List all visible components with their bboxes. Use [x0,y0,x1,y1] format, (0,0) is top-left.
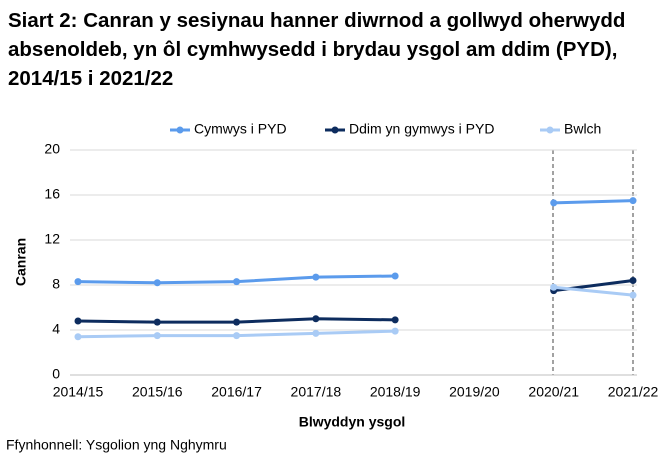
data-point [233,332,241,340]
y-axis-title: Canran [13,238,29,286]
data-point [312,273,320,281]
source: Ffynhonnell: Ysgolion yng Nghymru [6,437,227,453]
y-tick-label: 20 [44,141,60,157]
data-point [550,199,558,207]
legend-marker [331,126,339,134]
data-point [74,333,82,341]
x-tick-label: 2015/16 [132,384,183,400]
series-line [77,199,634,285]
data-point [74,317,82,325]
data-point [629,277,637,284]
chart-title: Siart 2: Canran y sesiynau hanner diwrno… [8,9,626,90]
data-point [233,318,241,326]
x-tick-label: 2016/17 [211,384,262,400]
y-tick-label: 0 [52,366,60,382]
x-axis-title: Blwyddyn ysgol [299,414,406,430]
legend-label: Ddim yn gymwys i PYD [349,121,494,137]
data-point [153,318,161,326]
x-tick-label: 2021/22 [608,384,659,400]
data-point [153,332,161,340]
x-tick-label: 2014/15 [53,384,104,400]
data-point [312,329,320,337]
data-point [153,279,161,287]
legend-label: Bwlch [564,121,601,137]
legend-marker [546,126,554,134]
x-tick-label: 2017/18 [291,384,342,400]
y-tick-label: 12 [44,231,60,247]
data-point [312,315,320,323]
series-line [77,279,634,324]
data-point [233,278,241,286]
y-tick-label: 4 [52,321,60,337]
data-point [74,278,82,286]
data-point [391,327,399,335]
data-point [629,291,637,299]
data-point [550,283,558,291]
legend-label: Cymwys i PYD [194,121,287,137]
data-point [391,272,399,280]
legend-marker [176,126,184,134]
y-tick-label: 8 [52,276,60,292]
series-line [77,285,634,339]
x-tick-label: 2018/19 [370,384,421,400]
y-tick-label: 16 [44,186,60,202]
data-point [391,316,399,324]
x-tick-label: 2019/20 [449,384,500,400]
data-point [629,197,637,205]
x-tick-label: 2020/21 [528,384,579,400]
